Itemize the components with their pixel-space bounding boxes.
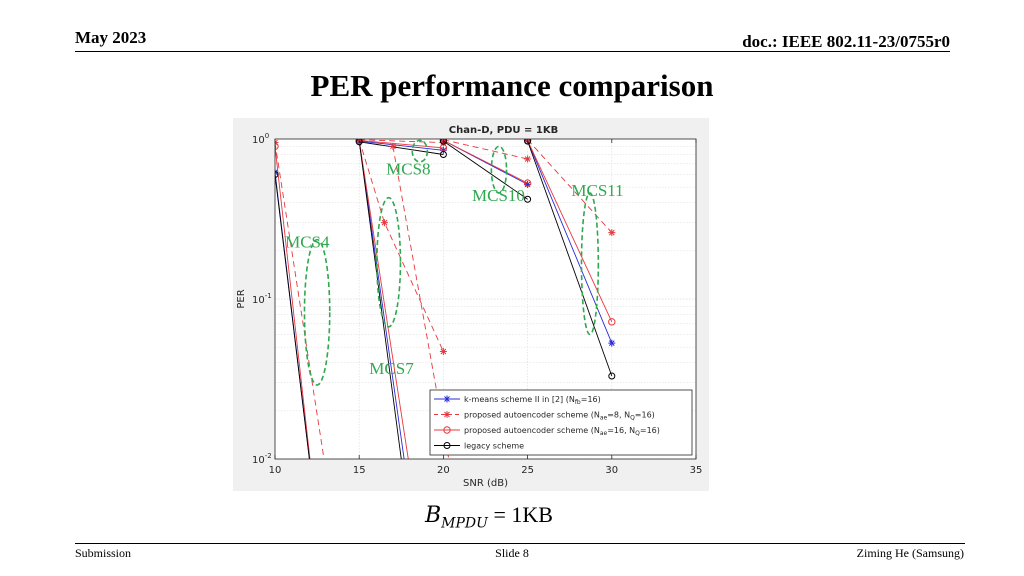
marker-legacy — [443, 442, 451, 449]
formula-symbol: B — [425, 503, 442, 528]
series-line-legacy-mcs11 — [527, 140, 613, 377]
marker-ae8 — [608, 229, 616, 237]
x-tick-label: 25 — [521, 465, 534, 476]
legend: k-means scheme II in [2] (Nfb=16) propose… — [429, 389, 693, 456]
x-tick-label: 35 — [690, 465, 703, 476]
marker-legacy — [355, 139, 363, 146]
y-tick-label: 10-1 — [252, 292, 272, 306]
formula-subscript: MPDU — [441, 515, 488, 532]
series-line-legacy-mcs4 — [275, 174, 310, 459]
marker-ae16 — [523, 179, 532, 187]
chart-title: Chan-D, PDU = 1KB — [449, 125, 558, 136]
series-line-ae8-mcs8 — [359, 139, 444, 144]
per-chart: MCS4 MCS7 MCS8 MCS10 MCS11 10 15 20 25 30 35 100 10-… — [236, 125, 703, 489]
marker-ae8 — [439, 347, 447, 355]
legend-label-kmeans: k-means scheme II in [2] (Nfb=16) — [464, 395, 601, 406]
series-line-kmeans-mcs8 — [359, 140, 444, 151]
marker-kmeans — [608, 339, 616, 347]
series-line-legacy-mcs7 — [358, 141, 402, 459]
formula: BMPDU = 1KB — [425, 502, 553, 531]
marker-ae8 — [380, 219, 388, 227]
annotation-mcs7: MCS7 — [369, 359, 414, 378]
ellipse-mcs8 — [411, 139, 429, 163]
marker-ae16 — [443, 426, 451, 434]
marker-legacy — [608, 372, 616, 380]
series-line-ae16-mcs8 — [359, 139, 444, 149]
footer-divider — [75, 543, 965, 544]
marker-legacy — [275, 170, 279, 178]
annotation-mcs10: MCS10 — [472, 186, 525, 205]
ticks — [274, 139, 697, 459]
x-axis-label: SNR (dB) — [463, 478, 508, 489]
ellipse-mcs4 — [303, 238, 331, 386]
y-axis-label: PER — [236, 289, 247, 308]
header-date: May 2023 — [75, 28, 147, 47]
annotation-mcs4: MCS4 — [285, 232, 330, 251]
footer-author: Ziming He (Samsung) — [856, 546, 964, 560]
x-tick-label: 30 — [605, 465, 618, 476]
marker-legacy — [524, 195, 532, 203]
series-line-ae8-mcs10 — [443, 139, 528, 160]
footer-submission: Submission — [75, 546, 132, 560]
ellipse-mcs7 — [376, 196, 402, 328]
legend-label-ae8: proposed autoencoder scheme (Nae=8, NQ=1… — [464, 411, 655, 422]
slide-title: PER performance comparison — [310, 68, 714, 103]
marker-legacy — [524, 139, 532, 145]
legend-box — [429, 389, 693, 456]
ellipse-mcs11 — [580, 192, 600, 336]
header-doc-id: doc.: IEEE 802.11-23/0755r0 — [742, 32, 950, 51]
y-tick-label: 100 — [252, 132, 269, 146]
x-tick-label: 10 — [269, 465, 282, 476]
series-line-ae16-mcs10 — [443, 139, 528, 184]
annotation-mcs8: MCS8 — [386, 159, 430, 178]
series-line-legacy-mcs8 — [359, 141, 444, 155]
axes-box — [274, 138, 697, 460]
marker-kmeans — [443, 395, 451, 403]
header-divider — [75, 51, 950, 52]
series-group — [275, 139, 616, 459]
marker-ae8 — [275, 139, 279, 147]
annotation-mcs11: MCS11 — [571, 181, 623, 200]
x-tick-label: 15 — [353, 465, 366, 476]
series-line-ae8-mcs11 — [527, 139, 613, 233]
footer-slide-number: Slide 8 — [495, 546, 529, 560]
series-line-ae8-mcs7 — [358, 139, 444, 352]
chart-figure: MCS4 MCS7 MCS8 MCS10 MCS11 10 15 20 25 30 35 100 10-… — [233, 118, 709, 491]
series-line-legacy-mcs10 — [443, 140, 528, 200]
series-line-ae16-mcs4 — [275, 146, 311, 459]
marker-ae8 — [389, 142, 397, 150]
x-tick-label: 20 — [437, 465, 450, 476]
marker-ae16 — [275, 142, 279, 151]
legend-label-legacy: legacy scheme — [464, 442, 524, 451]
series-line-kmeans-mcs11 — [527, 140, 613, 344]
formula-rest: = 1KB — [487, 502, 553, 527]
legend-label-ae16: proposed autoencoder scheme (Nae=16, NQ=… — [464, 426, 660, 437]
marker-ae16 — [355, 139, 363, 145]
marker-ae16 — [608, 318, 616, 326]
marker-legacy — [439, 151, 447, 159]
marker-legacy — [439, 139, 447, 145]
series-line-ae8-mcs-tail — [392, 146, 450, 459]
marker-ae8 — [443, 411, 451, 418]
marker-ae8 — [524, 155, 532, 163]
y-tick-label: 10-2 — [252, 452, 272, 466]
